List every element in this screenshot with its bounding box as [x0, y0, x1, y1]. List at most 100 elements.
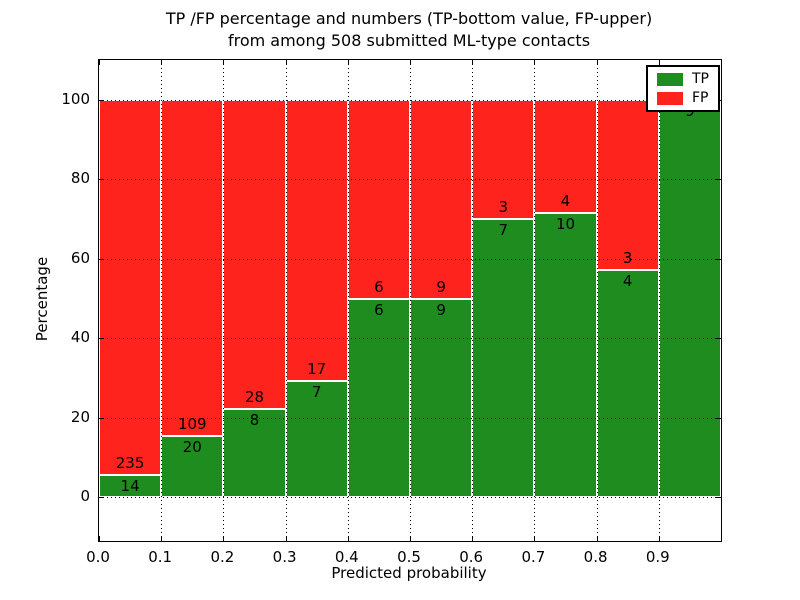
bar-segment-fp: [347, 99, 410, 299]
x-tick-mark-top: [410, 60, 411, 65]
bar-segment-fp: [99, 99, 162, 475]
x-tick-mark: [472, 536, 474, 541]
y-tick-label: 100: [61, 89, 90, 108]
legend-label-fp: FP: [692, 90, 709, 106]
y-tick-mark-right: [716, 338, 721, 340]
grid-line-vertical: [347, 60, 349, 541]
legend-label-tp: TP: [692, 71, 709, 87]
y-tick-mark: [99, 338, 104, 340]
y-tick-mark: [99, 258, 104, 260]
x-tick-mark-top: [223, 60, 225, 65]
grid-line-vertical: [534, 60, 536, 541]
x-tick-label: 0.5: [397, 548, 421, 566]
x-tick-mark: [285, 536, 287, 541]
x-tick-label: 0.4: [334, 548, 359, 566]
tp-count-label: 20: [182, 437, 202, 456]
x-tick-label: 0.8: [583, 548, 608, 566]
bar-segment-fp: [223, 99, 286, 409]
x-tick-mark-top: [99, 60, 100, 65]
fp-count-label: 4: [560, 192, 571, 211]
grid-line-vertical: [223, 60, 225, 541]
x-tick-mark: [658, 536, 660, 541]
x-tick-mark: [410, 536, 411, 541]
fp-count-label: 6: [374, 277, 384, 296]
y-tick-mark-right: [716, 417, 721, 419]
tp-count-label: 14: [120, 476, 140, 495]
y-tick-label: 60: [70, 248, 90, 267]
y-tick-label: 20: [70, 407, 90, 426]
tp-count-label: 8: [249, 410, 260, 429]
bar-segment-fp: [596, 99, 659, 271]
x-tick-label: 0.6: [459, 548, 484, 566]
bar-segment-fp: [161, 99, 224, 436]
x-tick-mark: [596, 536, 598, 541]
fp-count-label: 235: [115, 453, 145, 472]
plot-area: TP FP 1423520109828717669973104439: [98, 59, 722, 542]
y-tick-mark-right: [716, 179, 721, 181]
bar-segment-tp: [596, 270, 659, 498]
grid-line-vertical: [596, 60, 598, 541]
x-tick-label: 0.3: [272, 548, 297, 566]
tp-count-label: 7: [311, 383, 322, 402]
y-tick-label: 40: [70, 328, 90, 347]
y-tick-mark: [99, 497, 104, 499]
y-tick-mark-right: [716, 258, 721, 260]
legend-item-fp: FP: [657, 91, 709, 105]
x-tick-mark-top: [347, 60, 349, 65]
fp-count-label: 28: [244, 387, 265, 406]
tp-count-label: 4: [622, 272, 633, 291]
fp-color-swatch: [657, 91, 683, 105]
x-tick-mark-top: [161, 60, 163, 65]
y-tick-mark: [99, 99, 104, 101]
fp-count-label: 3: [622, 249, 633, 268]
chart-title-line1: TP /FP percentage and numbers (TP-bottom…: [165, 9, 653, 28]
legend: TP FP: [646, 65, 720, 112]
x-tick-label: 0.7: [521, 548, 546, 566]
bar-segment-fp: [410, 99, 473, 299]
grid-line-vertical: [410, 60, 411, 541]
tp-color-swatch: [657, 72, 683, 86]
x-tick-mark: [99, 536, 100, 541]
x-tick-mark-top: [596, 60, 598, 65]
x-tick-mark: [347, 536, 349, 541]
x-tick-mark: [534, 536, 536, 541]
bar-segment-tp: [534, 213, 597, 498]
x-tick-mark-top: [658, 60, 660, 65]
tp-count-label: 9: [436, 300, 446, 319]
x-tick-mark-top: [285, 60, 287, 65]
fp-count-label: 3: [498, 198, 509, 217]
grid-line-vertical: [161, 60, 163, 541]
y-tick-mark: [99, 179, 104, 181]
chart-title: TP /FP percentage and numbers (TP-bottom…: [98, 8, 720, 52]
tp-count-label: 10: [555, 215, 576, 234]
x-tick-label: 0.9: [645, 548, 670, 566]
x-tick-mark-top: [534, 60, 536, 65]
bar-segment-tp: [161, 435, 224, 498]
x-tick-mark: [161, 536, 163, 541]
y-tick-label: 80: [70, 169, 90, 188]
y-tick-label: 0: [80, 487, 90, 506]
x-tick-mark: [223, 536, 225, 541]
bar-segment-tp: [99, 474, 162, 498]
grid-line-vertical: [658, 60, 660, 541]
x-tick-label: 0.2: [210, 548, 235, 566]
x-tick-label: 0.0: [86, 548, 110, 566]
bar-segment-tp: [472, 219, 535, 498]
x-axis-label: Predicted probability: [331, 564, 487, 582]
tp-count-label: 7: [498, 221, 509, 239]
bar-segment-tp: [347, 298, 410, 498]
bar-segment-fp: [534, 99, 597, 214]
fp-count-label: 17: [307, 360, 327, 379]
legend-item-tp: TP: [657, 72, 709, 86]
bar-segment-tp: [223, 408, 286, 498]
y-tick-mark: [99, 417, 104, 419]
fp-count-label: 109: [177, 414, 207, 433]
grid-line-vertical: [472, 60, 474, 541]
tp-count-label: 6: [374, 300, 384, 319]
grid-line-vertical: [285, 60, 287, 541]
y-tick-mark-right: [716, 497, 721, 499]
fp-count-label: 9: [436, 277, 446, 296]
bar-segment-tp: [658, 99, 721, 498]
x-tick-mark-top: [472, 60, 474, 65]
